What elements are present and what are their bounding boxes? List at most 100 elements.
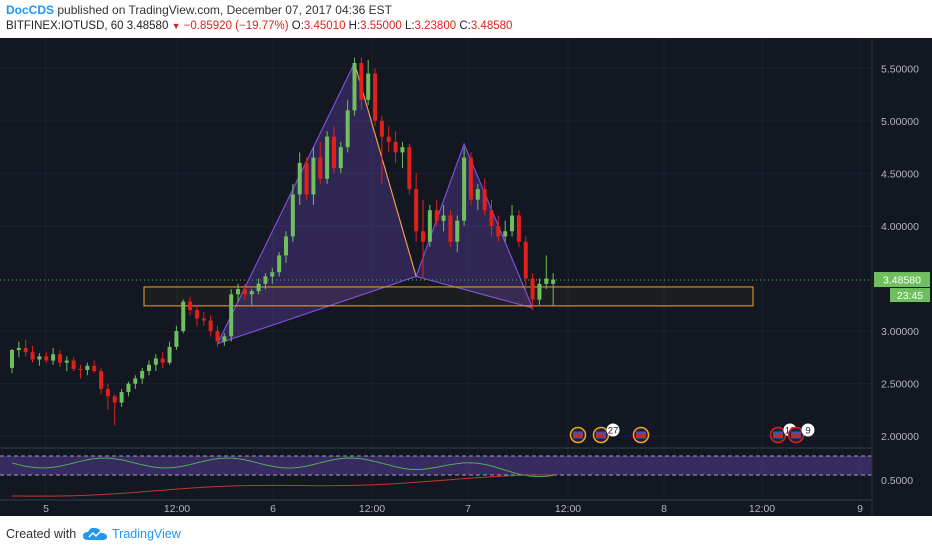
- candle-body: [263, 276, 268, 284]
- candle-body: [167, 346, 172, 363]
- high-label: H:: [348, 20, 361, 32]
- candle-body: [523, 241, 528, 279]
- candle-body: [345, 110, 350, 148]
- pattern-ab-line: [354, 62, 417, 277]
- candle-body: [311, 157, 316, 195]
- candle-body: [304, 162, 309, 195]
- candle-body: [133, 378, 138, 384]
- candle-body: [290, 194, 295, 237]
- price-tick-label: 3.00000: [881, 326, 919, 338]
- time-axis[interactable]: 5 12:00 6 12:00 7 12:00 8 12:00 9: [43, 503, 863, 515]
- pattern-xab-fill: [217, 63, 417, 344]
- rsi-tick-label: 0.5000: [881, 475, 913, 487]
- candle-body: [503, 231, 508, 237]
- open-label: O:: [291, 20, 304, 32]
- close-label: C:: [459, 20, 471, 32]
- candle-body: [112, 396, 117, 403]
- time-tick-label: 9: [857, 503, 863, 515]
- chart-area[interactable]: 27109 5.50000 5.00000 4.50000 4.00000 3.0000…: [0, 38, 932, 516]
- price-chart[interactable]: 27109 5.50000 5.00000 4.50000 4.00000 3.0000…: [0, 38, 932, 516]
- candle-body: [475, 189, 480, 200]
- high-value: 3.55000: [360, 20, 402, 32]
- candle-body: [462, 157, 467, 221]
- candle-body: [379, 120, 384, 137]
- candle-body: [496, 225, 501, 237]
- candle-body: [236, 289, 241, 295]
- candle-body: [51, 354, 56, 361]
- time-tick-label: 6: [270, 503, 276, 515]
- candle-body: [448, 215, 453, 242]
- candle-body: [338, 147, 343, 169]
- price-axis[interactable]: 5.50000 5.00000 4.50000 4.00000 3.00000 2.500…: [871, 38, 930, 516]
- candle-body: [414, 189, 419, 232]
- author-link[interactable]: DocCDS: [6, 3, 55, 17]
- harmonic-pattern: [216, 61, 534, 345]
- candle-body: [44, 356, 49, 361]
- candle-body: [489, 210, 494, 226]
- price-tick-label: 4.50000: [881, 168, 919, 180]
- tradingview-brand-link[interactable]: TradingView: [112, 527, 181, 541]
- pattern-bcd-fill: [416, 143, 533, 308]
- price-tick-label: 2.00000: [881, 431, 919, 443]
- event-count-label: 27: [608, 426, 619, 437]
- ohlc-legend: BITFINEX:IOTUSD, 60 3.48580 ▼ −0.85920 (…: [6, 20, 512, 32]
- countdown-badge: [890, 288, 930, 303]
- candle-body: [23, 347, 28, 353]
- down-arrow-icon: ▼: [171, 21, 181, 31]
- low-label: L:: [404, 20, 415, 32]
- candle-body: [421, 231, 425, 242]
- candle-body: [544, 278, 549, 284]
- time-tick-label: 7: [465, 503, 471, 515]
- price-tick-label: 4.00000: [881, 221, 919, 233]
- candle-body: [256, 283, 261, 292]
- candle-body: [16, 347, 21, 351]
- candle-body: [297, 162, 302, 195]
- support-zone-box: [143, 286, 754, 307]
- candle-body: [147, 364, 151, 372]
- candle-body: [215, 331, 220, 342]
- candle-body: [510, 215, 515, 232]
- candle-body: [352, 63, 357, 111]
- candle-body: [30, 352, 35, 360]
- candle-body: [242, 289, 247, 295]
- candle-body: [359, 63, 364, 100]
- time-tick-label: 12:00: [164, 503, 190, 515]
- grid: [0, 38, 872, 500]
- event-count-label: 9: [805, 426, 810, 437]
- event-count-badge: [606, 423, 620, 437]
- pattern-bd-line: [415, 275, 533, 309]
- close-value: 3.48580: [470, 20, 513, 32]
- candle-body: [85, 365, 90, 370]
- price-tick-label: 5.00000: [881, 116, 919, 128]
- candle-body: [126, 383, 131, 393]
- candle-body: [516, 215, 521, 242]
- candle-body: [441, 215, 446, 221]
- candle-body: [530, 278, 535, 300]
- candle-body: [386, 136, 391, 142]
- candle-body: [222, 336, 227, 342]
- candle-body: [393, 141, 398, 153]
- last-price: 3.48580: [126, 20, 169, 32]
- candle-body: [284, 236, 288, 256]
- price-tick-label: 5.50000: [881, 63, 919, 75]
- price-tick-label: 2.50000: [881, 379, 919, 391]
- candle-body: [78, 368, 83, 370]
- candle-body: [71, 360, 76, 369]
- us-flag-icon: [596, 431, 606, 439]
- candle-body: [57, 354, 62, 363]
- symbol-info: BITFINEX:IOTUSD, 60: [6, 20, 124, 32]
- candle-body: [64, 360, 69, 363]
- candle-body: [140, 371, 145, 379]
- time-tick-label: 12:00: [555, 503, 581, 515]
- candle-body: [400, 147, 405, 153]
- us-flag-icon: [773, 431, 783, 439]
- time-tick-label: 12:00: [359, 503, 385, 515]
- candle-body: [270, 272, 275, 277]
- created-with-text: Created with: [6, 527, 77, 541]
- us-flag-icon: [573, 431, 583, 439]
- event-count-badge: [801, 423, 815, 437]
- candle-body: [331, 136, 336, 169]
- tradingview-cloud-icon[interactable]: [82, 526, 108, 542]
- events: 27109: [569, 423, 815, 444]
- candle-body: [249, 291, 254, 295]
